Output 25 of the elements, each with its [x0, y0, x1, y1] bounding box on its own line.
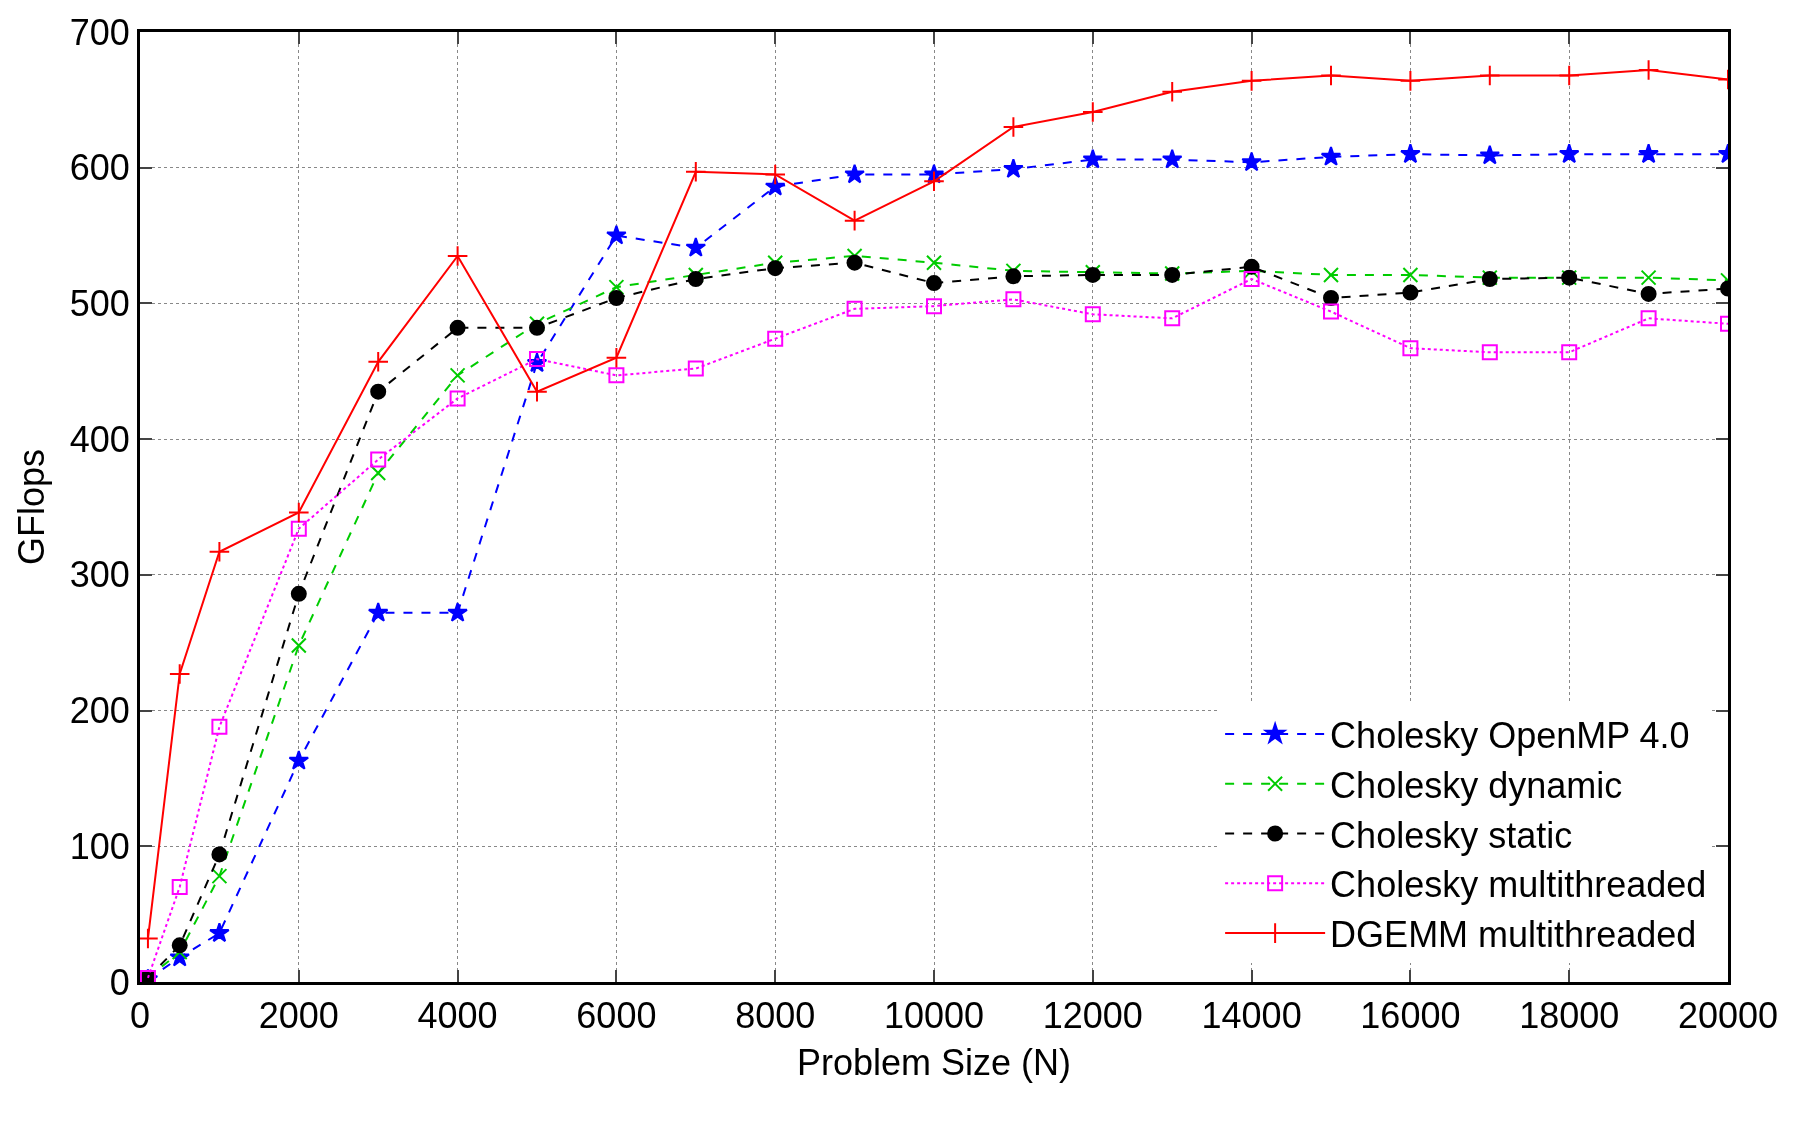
legend-label: Cholesky dynamic — [1330, 764, 1623, 806]
x-tick-label: 16000 — [1360, 995, 1461, 1037]
legend-label: Cholesky OpenMP 4.0 — [1330, 714, 1690, 756]
x-tick-label: 12000 — [1042, 995, 1143, 1037]
legend-label: Cholesky static — [1330, 814, 1573, 856]
legend-label: Cholesky multithreaded — [1330, 864, 1707, 906]
y-tick-label: 500 — [69, 283, 130, 325]
x-tick-label: 2000 — [258, 995, 339, 1037]
y-axis-title: GFlops — [10, 448, 52, 566]
y-tick-label: 300 — [69, 554, 130, 596]
y-tick-label: 0 — [109, 961, 130, 1003]
x-tick-label: 18000 — [1519, 995, 1620, 1037]
x-tick-label: 6000 — [576, 995, 657, 1037]
x-tick-label: 4000 — [417, 995, 498, 1037]
x-tick-label: 10000 — [883, 995, 985, 1037]
y-tick-label: 400 — [69, 418, 130, 460]
x-tick-label: 14000 — [1201, 995, 1302, 1037]
y-tick-label: 200 — [69, 690, 130, 732]
y-tick-label: 700 — [69, 11, 130, 53]
y-tick-label: 100 — [69, 825, 130, 867]
y-tick-label: 600 — [69, 147, 130, 189]
x-tick-label: 8000 — [735, 995, 816, 1037]
x-axis-title: Problem Size (N) — [796, 1041, 1072, 1083]
x-tick-label: 20000 — [1677, 995, 1779, 1037]
legend-label: DGEMM multithreaded — [1330, 914, 1697, 956]
